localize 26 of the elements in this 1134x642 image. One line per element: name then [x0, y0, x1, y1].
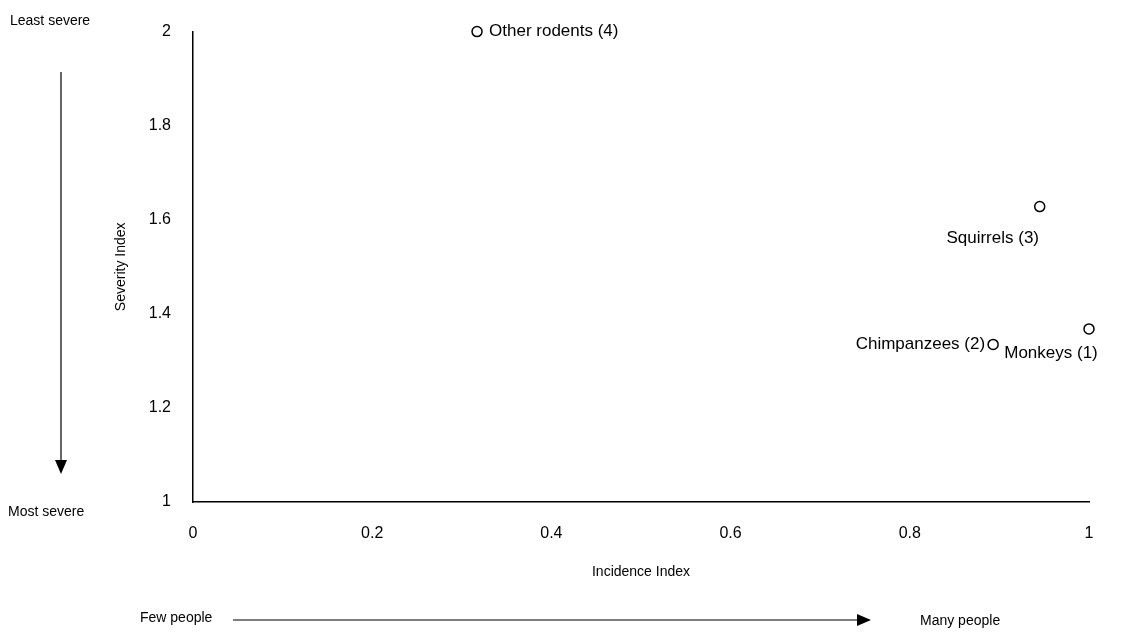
x-tick-label: 0.8	[898, 524, 922, 542]
x-axis-title: Incidence Index	[591, 562, 691, 579]
text: Most severe	[8, 503, 85, 519]
point	[471, 25, 483, 38]
y-tick-label: 2	[162, 22, 172, 40]
x-tick-label: 0	[188, 524, 198, 542]
point	[987, 338, 999, 351]
x-tick-label: 0.2	[361, 524, 384, 542]
text: Many people	[920, 612, 1001, 628]
x-tick-label: 1	[1084, 524, 1094, 542]
annotation: Chimpanzees (2)	[855, 334, 986, 354]
text: Least severe	[10, 12, 91, 28]
y-tick-label: 1.6	[148, 210, 172, 228]
x-tick-label: 0.6	[719, 524, 742, 542]
y-tick-label: 1.4	[148, 304, 172, 322]
x-tick-label: 0.4	[540, 524, 563, 542]
text: Few people	[140, 609, 213, 625]
y-axis-title: Severity Index	[111, 222, 128, 312]
annotation: Other rodents (4)	[489, 21, 619, 41]
annotation: Monkeys (1)	[1004, 342, 1098, 362]
y-tick-label: 1	[162, 492, 172, 510]
point	[1033, 200, 1046, 213]
annotation: Squirrels (3)	[946, 228, 1040, 248]
y-tick-label: 1.2	[148, 398, 172, 416]
y-tick-label: 1.8	[148, 116, 172, 134]
point	[1083, 323, 1095, 335]
